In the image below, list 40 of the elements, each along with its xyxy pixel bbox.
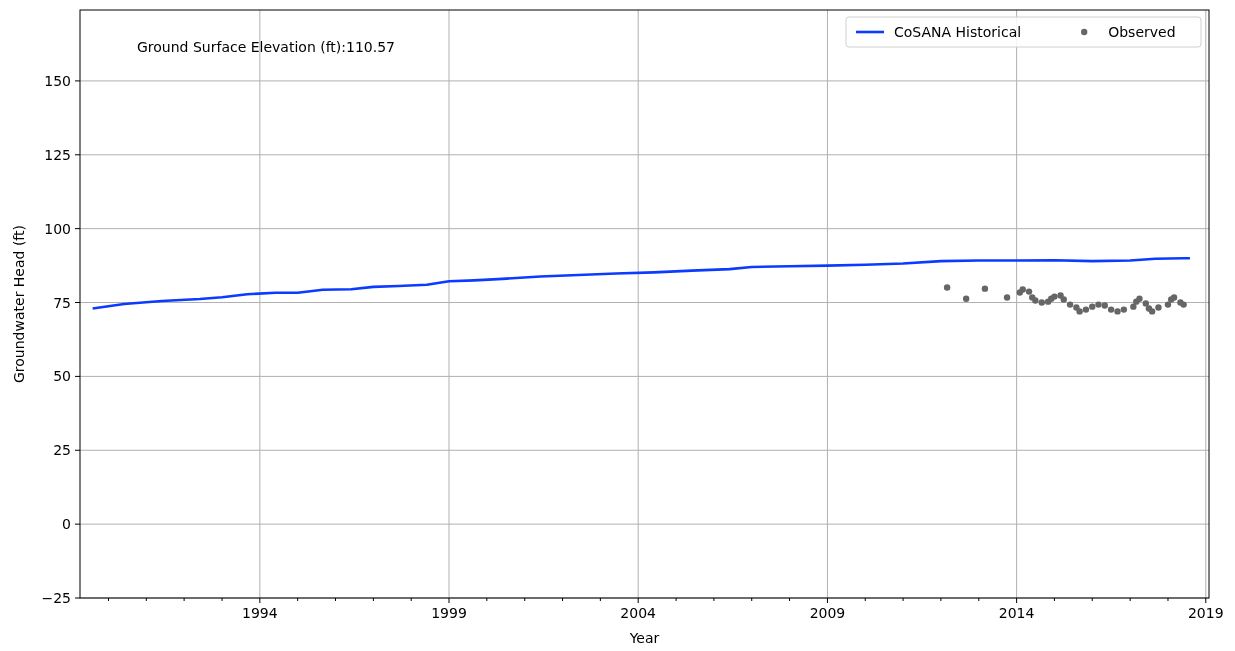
point — [1130, 303, 1137, 310]
y-tick-label: 25 — [53, 442, 71, 459]
point — [1038, 299, 1045, 306]
y-tick-label: 100 — [44, 220, 71, 237]
legend-label: CoSANA Historical — [894, 24, 1022, 40]
x-axis-title: Year — [628, 630, 660, 646]
annotation: Ground Surface Elevation (ft):110.57 — [137, 39, 396, 55]
y-axis-title: Groundwater Head (ft) — [11, 225, 27, 383]
x-tick-label: 2004 — [620, 605, 657, 621]
point — [943, 284, 951, 291]
x-tick-label: 2009 — [809, 605, 846, 621]
y-tick-label: 150 — [44, 72, 71, 89]
y-tick-label: 0 — [62, 516, 71, 533]
point — [1114, 308, 1121, 315]
point — [1076, 308, 1083, 315]
point — [1003, 294, 1011, 301]
point — [1107, 306, 1115, 313]
point — [981, 285, 989, 292]
x-tick-label: 1994 — [242, 605, 278, 621]
line-series — [91, 256, 1192, 310]
point — [1101, 302, 1108, 309]
x-tick-label: 2019 — [1187, 605, 1224, 621]
point — [1089, 303, 1096, 310]
point — [1095, 301, 1102, 308]
point — [1082, 306, 1090, 313]
y-tick-label: 75 — [53, 294, 71, 311]
point — [1155, 304, 1162, 311]
point — [1060, 296, 1067, 303]
x-tick-label: 1999 — [431, 605, 467, 621]
y-tick-label: 50 — [53, 368, 71, 385]
point — [962, 295, 970, 302]
point — [1164, 301, 1172, 308]
y-tick-label: 125 — [44, 146, 71, 163]
point — [1066, 301, 1074, 308]
point — [1142, 300, 1150, 307]
y-tick-label: −25 — [41, 590, 71, 606]
legend-label: Observed — [1108, 24, 1176, 40]
point — [1025, 288, 1033, 295]
x-tick-label: 2014 — [998, 605, 1035, 621]
point — [1120, 306, 1128, 313]
